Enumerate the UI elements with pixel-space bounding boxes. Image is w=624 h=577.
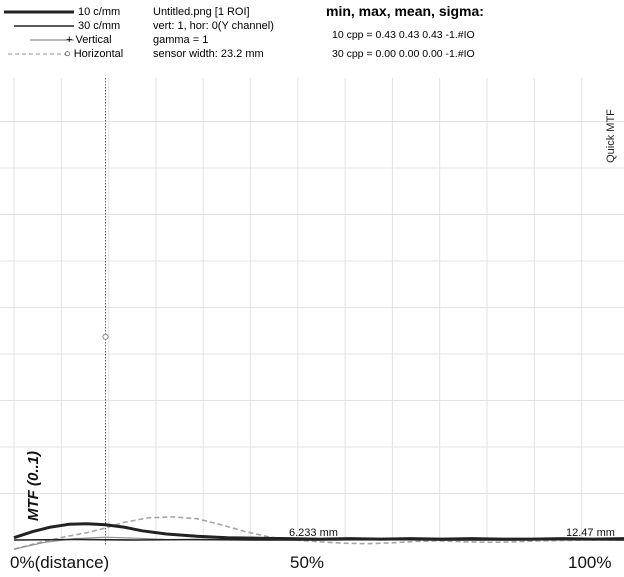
- series-line-horizontal: [13, 516, 624, 550]
- legend-item-horizontal: ○ Horizontal: [0, 47, 150, 61]
- stats-line-10: 10 cpp = 0.43 0.43 0.43 -1.#IO: [332, 29, 475, 41]
- series-markers: [102, 333, 109, 340]
- chart-title: Quick MTF: [605, 109, 617, 163]
- y-axis-label: MTF (0..1): [25, 451, 42, 521]
- axis-labels: Quick MTF MTF (0..1) 6.233 mm 12.47 mm 0%(di…: [10, 109, 617, 572]
- legend-item-30cmm: 30 c/mm: [0, 19, 150, 33]
- stats-title: min, max, mean, sigma:: [326, 3, 484, 19]
- distance-label-mid: 6.233 mm: [289, 527, 338, 539]
- legend-swatch-thin: [14, 25, 74, 27]
- legend-item-10cmm: 10 c/mm: [0, 5, 150, 19]
- x-tick-100: 100%: [568, 553, 611, 572]
- series-line-10-c-mm: [13, 522, 624, 541]
- marker-point: [102, 333, 109, 340]
- info-orientation: vert: 1, hor: 0(Y channel): [153, 20, 274, 32]
- legend-item-vertical: + Vertical: [0, 33, 150, 47]
- info-sensor: sensor width: 23.2 mm: [153, 48, 264, 60]
- mtf-chart: Quick MTF MTF (0..1) 6.233 mm 12.47 mm 0%(di…: [0, 74, 624, 572]
- legend-label: + Vertical: [66, 34, 112, 46]
- legend-label: 10 c/mm: [78, 6, 121, 18]
- grid-lines: [0, 74, 624, 540]
- x-tick-50: 50%: [290, 553, 324, 572]
- legend-swatch-dashed: [8, 53, 66, 55]
- series-lines: [13, 516, 624, 550]
- legend-swatch-gray: [30, 39, 74, 41]
- chart-header: 10 c/mm 30 c/mm + Vertical ○ Horizontal …: [0, 0, 624, 78]
- x-tick-0: 0%(distance): [10, 553, 109, 572]
- legend-swatch-thick: [4, 10, 74, 14]
- legend-label: ○ Horizontal: [64, 48, 124, 60]
- distance-label-end: 12.47 mm: [566, 527, 615, 539]
- info-file: Untitled.png [1 ROI]: [153, 6, 250, 18]
- info-gamma: gamma = 1: [153, 34, 209, 46]
- legend-label: 30 c/mm: [78, 20, 121, 32]
- stats-line-30: 30 cpp = 0.00 0.00 0.00 -1.#IO: [332, 48, 475, 60]
- mtf-plot: Quick MTF MTF (0..1) 6.233 mm 12.47 mm 0%(di…: [0, 74, 624, 572]
